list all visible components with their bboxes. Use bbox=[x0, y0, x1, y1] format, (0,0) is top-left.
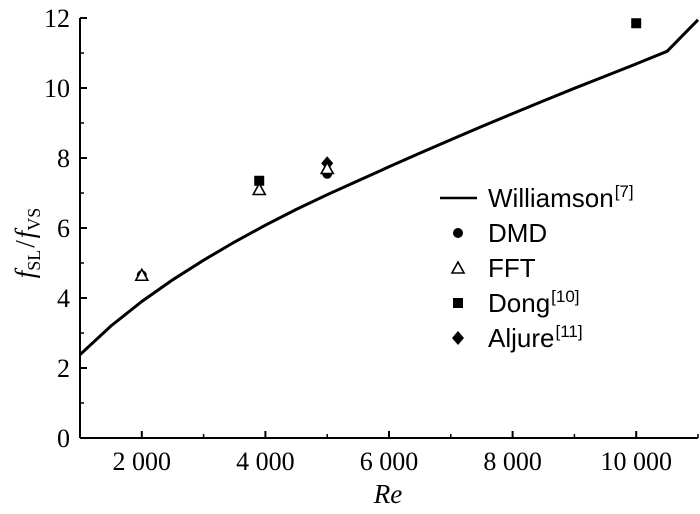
legend-ref: [7] bbox=[615, 182, 634, 201]
legend-label-williamson: Williamson[7] bbox=[488, 182, 634, 213]
legend-name: Aljure bbox=[488, 323, 554, 353]
y-axis-label: fSL/fVS bbox=[10, 208, 44, 279]
legend-marker-dmd bbox=[453, 228, 463, 238]
x-axis-label: Re bbox=[373, 479, 402, 509]
y-label-f1: f bbox=[10, 267, 40, 278]
legend-name: FFT bbox=[488, 253, 536, 283]
plot-area bbox=[78, 18, 700, 356]
legend: Williamson[7] DMD FFT Dong[10] Aljure[11] bbox=[440, 182, 634, 353]
y-tick-label: 12 bbox=[44, 4, 70, 33]
legend-ref: [11] bbox=[555, 322, 582, 341]
y-tick-label: 8 bbox=[57, 144, 70, 173]
series-line-williamson bbox=[78, 18, 700, 356]
y-tick-label: 0 bbox=[57, 424, 70, 453]
legend-ref: [10] bbox=[551, 287, 579, 306]
data-point-dong bbox=[254, 175, 265, 186]
y-label-f2: f bbox=[10, 227, 40, 238]
x-tick-label: 2 000 bbox=[113, 447, 172, 476]
axes bbox=[79, 18, 698, 439]
legend-label-dong: Dong[10] bbox=[488, 287, 580, 318]
y-tick-label: 2 bbox=[57, 354, 70, 383]
legend-name: DMD bbox=[488, 218, 547, 248]
data-point-fft bbox=[319, 160, 335, 175]
y-tick-label: 6 bbox=[57, 214, 70, 243]
x-tick-label: 4 000 bbox=[236, 447, 295, 476]
x-tick-label: 10 000 bbox=[600, 447, 672, 476]
legend-name: Williamson bbox=[488, 183, 614, 213]
legend-marker-dong bbox=[453, 298, 463, 308]
legend-marker-aljure bbox=[452, 331, 464, 345]
legend-name: Dong bbox=[488, 288, 550, 318]
y-label-sub1: SL bbox=[24, 250, 44, 271]
y-tick-label: 4 bbox=[57, 284, 70, 313]
x-tick-label: 8 000 bbox=[483, 447, 542, 476]
ticks: 2 000 4 000 6 000 8 000 10 000 0 2 4 6 8 10 12 bbox=[44, 4, 699, 476]
legend-marker-fft bbox=[450, 260, 466, 274]
data-point-fft bbox=[251, 181, 267, 196]
y-tick-label: 10 bbox=[44, 74, 70, 103]
x-tick-label: 6 000 bbox=[360, 447, 419, 476]
y-label-slash: / bbox=[10, 240, 40, 248]
legend-label-dmd: DMD bbox=[488, 218, 547, 248]
legend-label-fft: FFT bbox=[488, 253, 536, 283]
legend-label-aljure: Aljure[11] bbox=[488, 322, 583, 353]
data-point-fft bbox=[134, 267, 150, 282]
y-label-sub2: VS bbox=[24, 208, 44, 231]
data-point-dong bbox=[631, 18, 642, 29]
